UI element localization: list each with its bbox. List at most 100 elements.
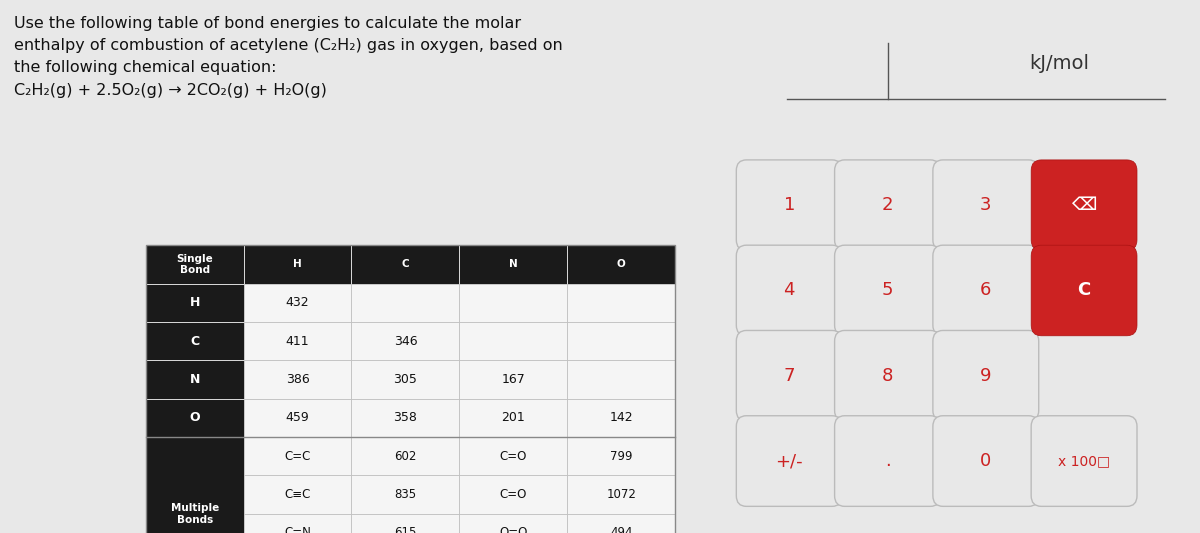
Text: 2: 2 [882, 196, 893, 214]
FancyBboxPatch shape [737, 330, 842, 421]
Text: N: N [190, 373, 200, 386]
FancyBboxPatch shape [244, 360, 352, 399]
FancyBboxPatch shape [352, 284, 460, 322]
Text: ⌫: ⌫ [1072, 196, 1097, 214]
Text: O: O [190, 411, 200, 424]
Text: Single
Bond: Single Bond [176, 254, 214, 275]
FancyBboxPatch shape [146, 322, 244, 360]
FancyBboxPatch shape [460, 322, 568, 360]
FancyBboxPatch shape [352, 437, 460, 475]
Text: 459: 459 [286, 411, 310, 424]
Text: 3: 3 [980, 196, 991, 214]
FancyBboxPatch shape [460, 475, 568, 514]
Text: x 100□: x 100□ [1058, 454, 1110, 468]
FancyBboxPatch shape [1031, 160, 1138, 251]
Text: +/-: +/- [775, 452, 803, 470]
FancyBboxPatch shape [568, 475, 676, 514]
FancyBboxPatch shape [146, 360, 244, 399]
FancyBboxPatch shape [568, 399, 676, 437]
FancyBboxPatch shape [737, 416, 842, 506]
FancyBboxPatch shape [352, 399, 460, 437]
FancyBboxPatch shape [352, 245, 460, 284]
Text: N: N [509, 260, 517, 269]
FancyBboxPatch shape [244, 437, 352, 475]
Text: 167: 167 [502, 373, 526, 386]
Text: C=O: C=O [499, 450, 527, 463]
FancyBboxPatch shape [932, 245, 1039, 336]
Text: kJ/mol: kJ/mol [1028, 54, 1088, 74]
Text: 358: 358 [394, 411, 418, 424]
FancyBboxPatch shape [568, 437, 676, 475]
FancyBboxPatch shape [568, 322, 676, 360]
Text: 411: 411 [286, 335, 310, 348]
Text: 432: 432 [286, 296, 310, 309]
FancyBboxPatch shape [460, 437, 568, 475]
FancyBboxPatch shape [460, 399, 568, 437]
Text: 799: 799 [610, 450, 632, 463]
FancyBboxPatch shape [352, 514, 460, 533]
FancyBboxPatch shape [460, 514, 568, 533]
Text: 1: 1 [784, 196, 794, 214]
Text: 8: 8 [882, 367, 893, 385]
FancyBboxPatch shape [1031, 416, 1138, 506]
Text: 615: 615 [395, 527, 416, 533]
Text: 1072: 1072 [606, 488, 636, 501]
FancyBboxPatch shape [146, 399, 244, 437]
FancyBboxPatch shape [737, 160, 842, 251]
FancyBboxPatch shape [244, 514, 352, 533]
Text: 5: 5 [882, 281, 893, 300]
FancyBboxPatch shape [244, 245, 352, 284]
Text: C: C [402, 260, 409, 269]
FancyBboxPatch shape [146, 284, 244, 322]
FancyBboxPatch shape [146, 245, 244, 284]
FancyBboxPatch shape [568, 245, 676, 284]
Text: 142: 142 [610, 411, 632, 424]
FancyBboxPatch shape [352, 475, 460, 514]
Text: 346: 346 [394, 335, 418, 348]
FancyBboxPatch shape [835, 160, 941, 251]
Text: H: H [293, 260, 302, 269]
FancyBboxPatch shape [146, 437, 244, 533]
FancyBboxPatch shape [1031, 245, 1138, 336]
FancyBboxPatch shape [835, 245, 941, 336]
FancyBboxPatch shape [932, 416, 1039, 506]
FancyBboxPatch shape [244, 284, 352, 322]
Text: 9: 9 [980, 367, 991, 385]
Text: 305: 305 [394, 373, 418, 386]
FancyBboxPatch shape [737, 245, 842, 336]
FancyBboxPatch shape [352, 360, 460, 399]
Text: H: H [190, 296, 200, 309]
Text: C=C: C=C [284, 450, 311, 463]
FancyBboxPatch shape [244, 399, 352, 437]
Text: 494: 494 [610, 527, 632, 533]
Text: .: . [884, 452, 890, 470]
FancyBboxPatch shape [460, 360, 568, 399]
Text: Multiple
Bonds: Multiple Bonds [170, 503, 220, 525]
Text: 386: 386 [286, 373, 310, 386]
Text: 0: 0 [980, 452, 991, 470]
Text: 7: 7 [784, 367, 794, 385]
Text: 4: 4 [784, 281, 794, 300]
FancyBboxPatch shape [352, 322, 460, 360]
Text: O=O: O=O [499, 527, 528, 533]
FancyBboxPatch shape [568, 514, 676, 533]
Text: C=O: C=O [499, 488, 527, 501]
FancyBboxPatch shape [244, 475, 352, 514]
FancyBboxPatch shape [460, 284, 568, 322]
Text: C=N: C=N [284, 527, 311, 533]
Text: 602: 602 [395, 450, 416, 463]
Text: C: C [1078, 281, 1091, 300]
Text: 201: 201 [502, 411, 526, 424]
Text: C: C [191, 335, 199, 348]
FancyBboxPatch shape [568, 284, 676, 322]
FancyBboxPatch shape [932, 330, 1039, 421]
FancyBboxPatch shape [932, 160, 1039, 251]
Text: O: O [617, 260, 625, 269]
FancyBboxPatch shape [568, 360, 676, 399]
FancyBboxPatch shape [460, 245, 568, 284]
Text: 6: 6 [980, 281, 991, 300]
FancyBboxPatch shape [835, 416, 941, 506]
FancyBboxPatch shape [835, 330, 941, 421]
Text: Use the following table of bond energies to calculate the molar
enthalpy of comb: Use the following table of bond energies… [14, 16, 563, 98]
Text: 835: 835 [395, 488, 416, 501]
